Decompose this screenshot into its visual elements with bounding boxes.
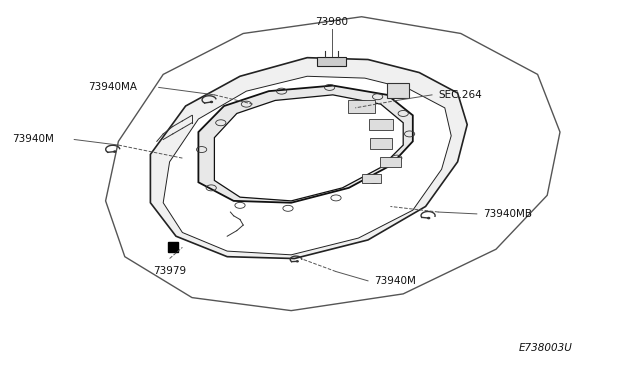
Bar xyxy=(317,57,346,66)
Text: 73940MA: 73940MA xyxy=(88,83,138,92)
Bar xyxy=(369,119,393,130)
Polygon shape xyxy=(150,58,467,259)
Circle shape xyxy=(428,218,429,219)
Text: 73940M: 73940M xyxy=(13,135,54,144)
Text: 73940MB: 73940MB xyxy=(483,209,532,219)
Bar xyxy=(370,138,392,149)
Text: 73979: 73979 xyxy=(153,266,186,276)
Circle shape xyxy=(296,261,298,262)
Bar xyxy=(348,99,375,112)
Circle shape xyxy=(114,151,116,152)
Polygon shape xyxy=(163,76,451,255)
Circle shape xyxy=(211,102,212,103)
Bar xyxy=(362,174,381,183)
Polygon shape xyxy=(106,17,560,311)
Bar xyxy=(380,157,401,167)
Text: SEC.264: SEC.264 xyxy=(438,90,482,100)
Polygon shape xyxy=(214,95,403,201)
Bar xyxy=(387,83,410,98)
Text: 73980: 73980 xyxy=(315,17,348,27)
Polygon shape xyxy=(198,86,413,203)
Text: 73940M: 73940M xyxy=(374,276,416,286)
Text: E738003U: E738003U xyxy=(519,343,573,353)
